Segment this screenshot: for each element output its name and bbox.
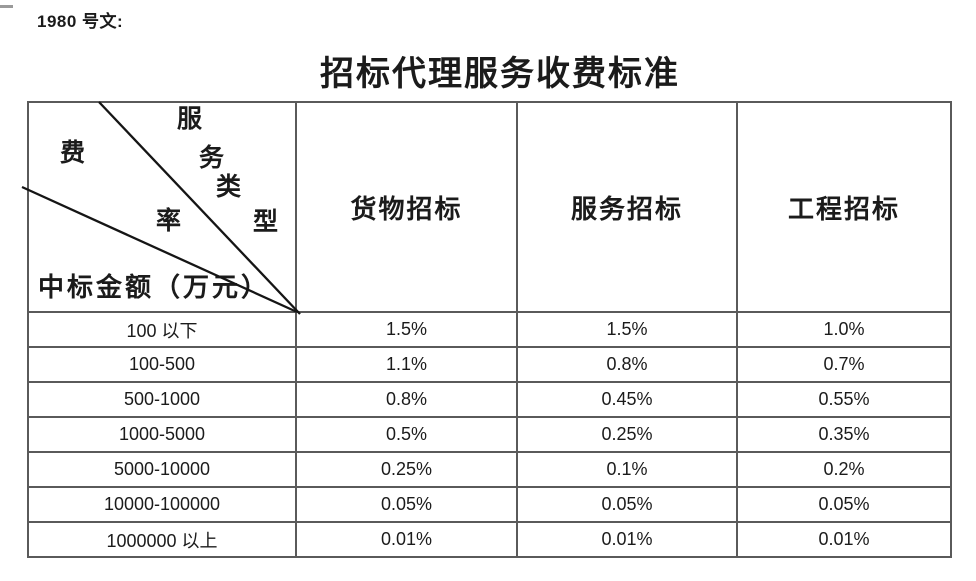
corner-char-service-1: 服	[177, 106, 203, 133]
rate-engineering: 0.05%	[736, 486, 952, 523]
rate-service: 0.05%	[516, 486, 738, 523]
rate-service: 0.8%	[516, 346, 738, 383]
row-range-label: 100 以下	[27, 311, 297, 348]
column-header-service: 服务招标	[516, 101, 738, 313]
table-row: 100 以下 1.5% 1.5% 1.0%	[27, 311, 952, 348]
table-row: 5000-10000 0.25% 0.1% 0.2%	[27, 451, 952, 488]
rate-goods: 0.01%	[295, 521, 518, 558]
column-header-goods: 货物招标	[295, 101, 518, 313]
table-row: 500-1000 0.8% 0.45% 0.55%	[27, 381, 952, 418]
corner-amount-label: 中标金额（万元）	[38, 273, 271, 302]
column-header-engineering: 工程招标	[736, 101, 952, 313]
doc-reference: 1980 号文:	[37, 12, 124, 31]
table-row: 1000000 以上 0.01% 0.01% 0.01%	[27, 521, 952, 558]
rate-service: 1.5%	[516, 311, 738, 348]
table-header-row: 服 费 务 类 率 型 中标金额（万元） 货物招标 服务招标 工程招标	[27, 101, 952, 313]
rate-goods: 0.25%	[295, 451, 518, 488]
fee-table: 服 费 务 类 率 型 中标金额（万元） 货物招标 服务招标 工程招标 100 …	[27, 101, 952, 558]
table-row: 100-500 1.1% 0.8% 0.7%	[27, 346, 952, 383]
rate-engineering: 1.0%	[736, 311, 952, 348]
corner-char-service-4: 型	[253, 209, 279, 236]
corner-char-fee-2: 率	[156, 208, 182, 235]
rate-service: 0.45%	[516, 381, 738, 418]
row-range-label: 1000000 以上	[27, 521, 297, 558]
row-range-label: 1000-5000	[27, 416, 297, 453]
rate-engineering: 0.35%	[736, 416, 952, 453]
rate-service: 0.1%	[516, 451, 738, 488]
row-range-label: 10000-100000	[27, 486, 297, 523]
page-title: 招标代理服务收费标准	[320, 56, 680, 93]
table-corner-cell: 服 费 务 类 率 型 中标金额（万元）	[27, 101, 297, 313]
corner-char-fee-1: 费	[60, 140, 86, 167]
rate-engineering: 0.55%	[736, 381, 952, 418]
corner-char-service-3: 类	[216, 174, 242, 201]
table-row: 10000-100000 0.05% 0.05% 0.05%	[27, 486, 952, 523]
rate-service: 0.01%	[516, 521, 738, 558]
row-range-label: 100-500	[27, 346, 297, 383]
rate-goods: 0.8%	[295, 381, 518, 418]
row-range-label: 5000-10000	[27, 451, 297, 488]
rate-goods: 0.05%	[295, 486, 518, 523]
rate-goods: 1.1%	[295, 346, 518, 383]
rate-goods: 0.5%	[295, 416, 518, 453]
rate-service: 0.25%	[516, 416, 738, 453]
rate-engineering: 0.01%	[736, 521, 952, 558]
rate-goods: 1.5%	[295, 311, 518, 348]
rate-engineering: 0.2%	[736, 451, 952, 488]
row-range-label: 500-1000	[27, 381, 297, 418]
corner-char-service-2: 务	[199, 145, 225, 172]
table-row: 1000-5000 0.5% 0.25% 0.35%	[27, 416, 952, 453]
scan-artifact-dash	[0, 5, 13, 8]
rate-engineering: 0.7%	[736, 346, 952, 383]
